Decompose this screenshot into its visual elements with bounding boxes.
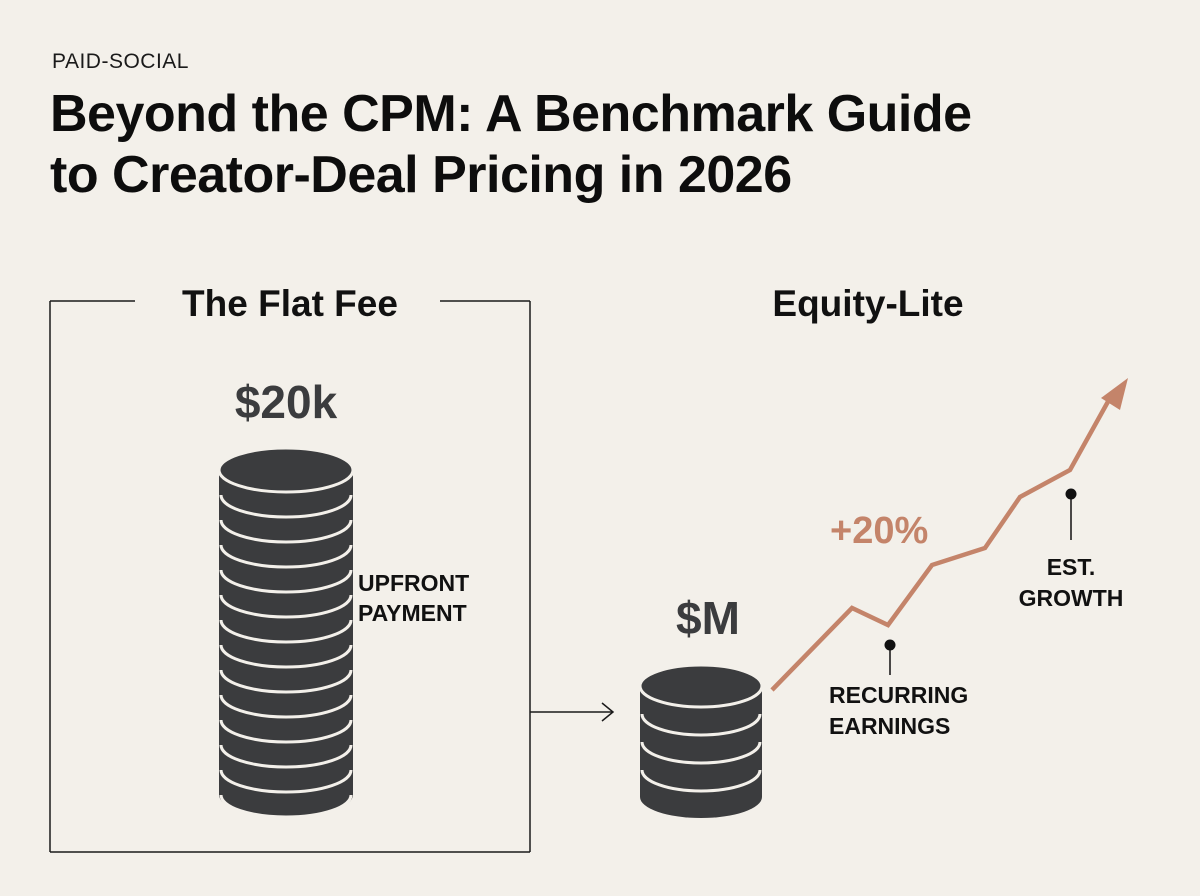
growth-line <box>770 396 1112 692</box>
category-label: PAID-SOCIAL <box>52 50 189 73</box>
flat-fee-amount: $20k <box>235 376 338 428</box>
upfront-label-line-2: PAYMENT <box>358 600 467 626</box>
coin-edge <box>640 769 762 793</box>
coin-top <box>638 663 764 709</box>
est-growth-label-line-1: EST. <box>1047 554 1096 580</box>
coin-edge <box>219 569 353 594</box>
page-title-line-2: to Creator-Deal Pricing in 2026 <box>50 146 792 205</box>
coin-edge <box>219 519 353 544</box>
growth-arrowhead <box>1101 378 1128 410</box>
equity-amount: $M <box>676 592 740 644</box>
coin-stack-body <box>640 686 762 818</box>
recurring-label-line-1: RECURRING <box>829 682 968 708</box>
coin-edge <box>219 694 353 719</box>
coin-stack-short <box>638 663 764 818</box>
coin-edge <box>219 619 353 644</box>
coin-edge <box>219 544 353 569</box>
coin-edge <box>219 744 353 769</box>
coin-top <box>217 446 355 494</box>
est-growth-label-line-2: GROWTH <box>1019 585 1124 611</box>
coin-edge <box>219 644 353 669</box>
coin-edge <box>219 769 353 794</box>
coin-edge <box>219 719 353 744</box>
coin-edge <box>640 741 762 765</box>
est-growth-marker <box>1065 488 1077 540</box>
coin-edge <box>219 794 353 819</box>
flat-fee-frame <box>49 300 531 853</box>
page-title-line-1: Beyond the CPM: A Benchmark Guide <box>50 85 972 143</box>
connector-arrow <box>530 702 615 722</box>
coin-stack-tall <box>217 446 355 819</box>
coin-edge <box>640 713 762 737</box>
recurring-marker <box>884 639 896 675</box>
coin-edge <box>219 669 353 694</box>
flat-fee-heading: The Flat Fee <box>182 283 398 324</box>
recurring-label-line-2: EARNINGS <box>829 713 950 739</box>
equity-lite-heading: Equity-Lite <box>772 283 963 324</box>
growth-percentage: +20% <box>830 510 928 552</box>
page-title: Beyond the CPM: A Benchmark Guide to Cre… <box>50 84 1150 207</box>
coin-edge <box>219 594 353 619</box>
coin-edge <box>219 494 353 519</box>
upfront-label-line-1: UPFRONT <box>358 570 469 596</box>
